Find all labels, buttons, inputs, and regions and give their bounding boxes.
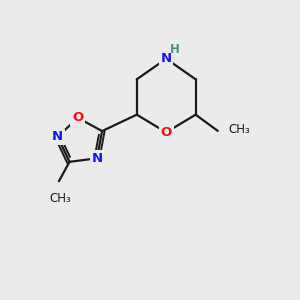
Text: CH₃: CH₃ [228,123,250,136]
Text: H: H [170,44,180,56]
Text: O: O [160,126,172,139]
Text: N: N [52,130,63,143]
Text: N: N [160,52,172,65]
Text: N: N [92,152,103,165]
Text: O: O [72,111,83,124]
Text: CH₃: CH₃ [50,191,71,205]
